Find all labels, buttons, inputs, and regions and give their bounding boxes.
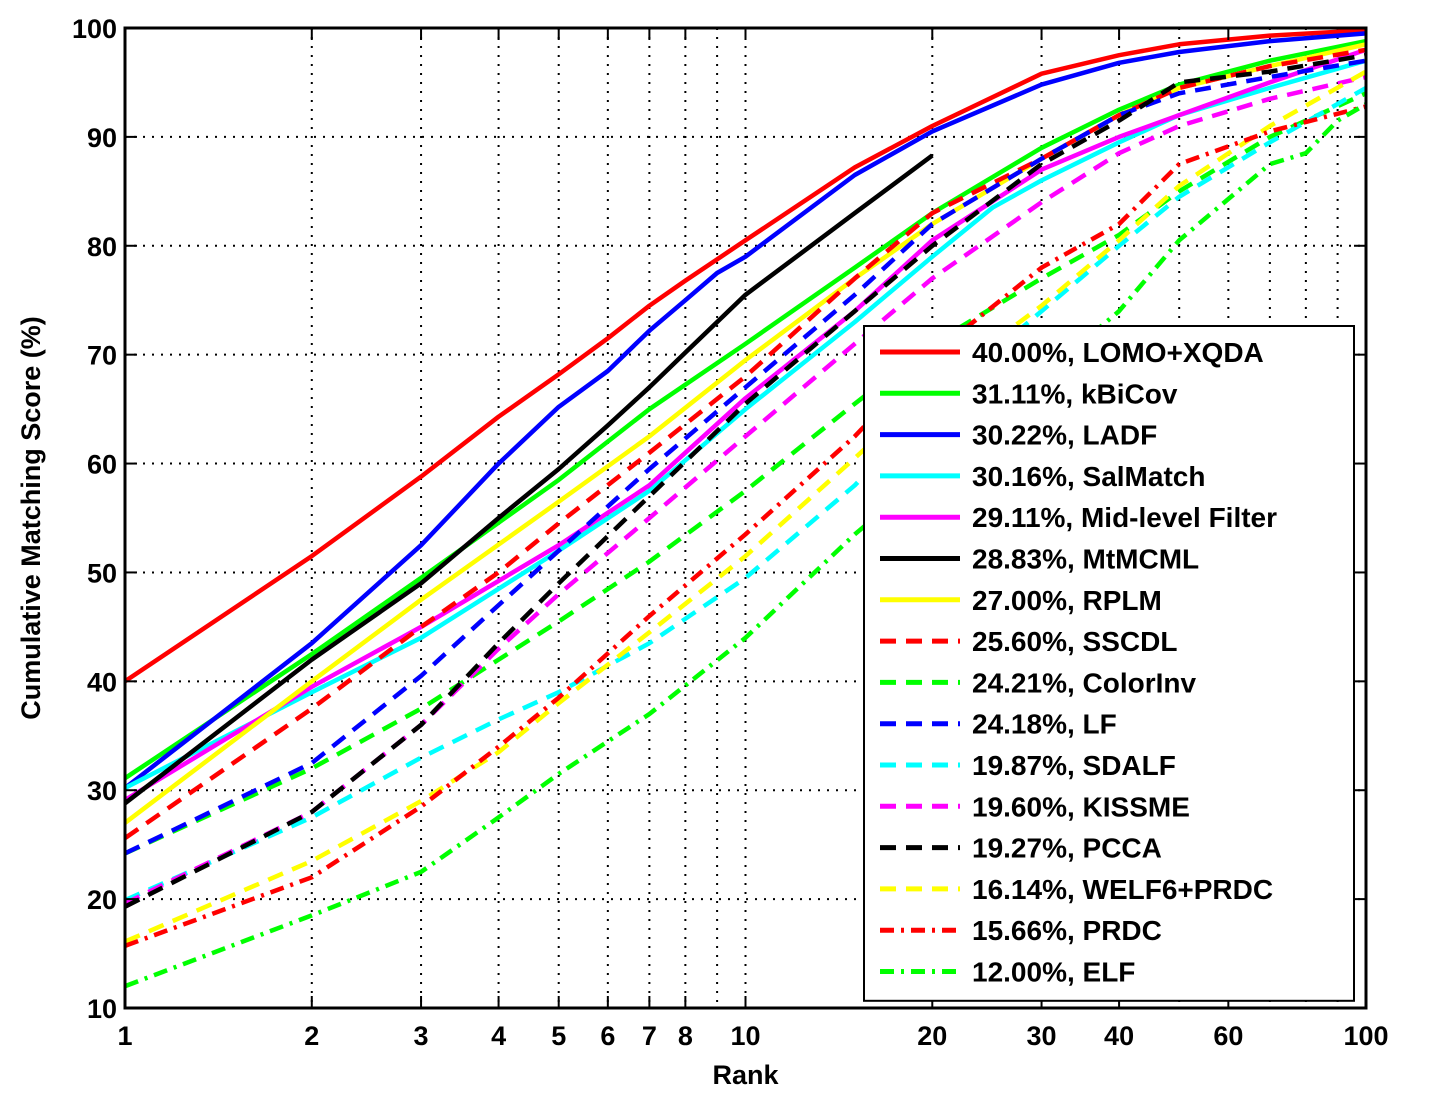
legend-label: 12.00%, ELF	[972, 957, 1135, 988]
series-line	[123, 31, 1367, 790]
y-tick-label: 50	[87, 558, 117, 588]
y-tick-label: 30	[87, 776, 117, 806]
y-tick-label: 40	[87, 667, 117, 697]
series-line	[124, 91, 1367, 856]
legend-label: 31.11%, kBiCov	[972, 378, 1178, 409]
x-tick-label: 10	[730, 1021, 760, 1051]
series-line	[124, 85, 1368, 903]
axis-ticks: 1 2 3 4 5 6 7 8 10 20 30 40 60 100 10 20 30 40 50 60 70 80 90 1…	[72, 14, 1389, 1051]
y-tick-label: 60	[87, 450, 117, 480]
x-tick-label: 6	[600, 1021, 615, 1051]
y-tick-label: 100	[72, 14, 117, 44]
legend-label: 19.87%, SDALF	[972, 750, 1176, 781]
series-line	[123, 153, 934, 806]
y-tick-label: 90	[87, 123, 117, 153]
series-line	[123, 47, 1367, 840]
legend-label: 40.00%, LOMO+XQDA	[972, 337, 1264, 368]
legend-label: 28.83%, MtMCML	[972, 544, 1199, 575]
series-line	[124, 58, 1367, 856]
x-tick-label: 3	[414, 1021, 429, 1051]
y-tick-label: 70	[87, 341, 117, 371]
legend-label: 24.21%, ColorInv	[972, 667, 1197, 698]
x-tick-label: 20	[917, 1021, 947, 1051]
x-tick-label: 2	[304, 1021, 319, 1051]
x-tick-label: 5	[551, 1021, 566, 1051]
y-tick-label: 20	[87, 885, 117, 915]
series-line	[124, 69, 1368, 944]
legend-label: 29.11%, Mid-level Filter	[972, 502, 1277, 533]
y-tick-label: 10	[87, 994, 117, 1024]
x-tick-label: 60	[1213, 1021, 1243, 1051]
grid	[125, 28, 1366, 1008]
plot-frame	[123, 26, 1368, 1010]
legend-label: 30.16%, SalMatch	[972, 461, 1205, 492]
x-tick-label: 30	[1027, 1021, 1057, 1051]
legend-label: 16.14%, WELF6+PRDC	[972, 874, 1273, 905]
legend-label: 15.66%, PRDC	[972, 915, 1162, 946]
series-line	[123, 27, 1367, 684]
series-lines	[123, 27, 1368, 989]
y-axis-label: Cumulative Matching Score (%)	[16, 316, 46, 720]
legend-label: 30.22%, LADF	[972, 420, 1157, 451]
x-tick-label: 40	[1104, 1021, 1134, 1051]
legend-label: 25.60%, SSCDL	[972, 626, 1177, 657]
y-tick-label: 80	[87, 232, 117, 262]
legend-label: 19.60%, KISSME	[972, 791, 1190, 822]
series-line	[123, 52, 1367, 909]
x-tick-label: 7	[642, 1021, 657, 1051]
legend-label: 19.27%, PCCA	[972, 833, 1162, 864]
x-tick-label: 1	[117, 1021, 132, 1051]
legend-label: 27.00%, RPLM	[972, 585, 1162, 616]
x-tick-label: 8	[678, 1021, 693, 1051]
series-line	[124, 102, 1368, 989]
x-axis-label: Rank	[712, 1060, 779, 1090]
x-tick-label: 100	[1343, 1021, 1388, 1051]
series-line	[123, 38, 1367, 781]
series-line	[124, 104, 1367, 949]
legend-label: 24.18%, LF	[972, 709, 1117, 740]
legend: 40.00%, LOMO+XQDA 31.11%, kBiCov 30.22%, L…	[863, 325, 1355, 1002]
x-tick-label: 4	[491, 1021, 506, 1051]
